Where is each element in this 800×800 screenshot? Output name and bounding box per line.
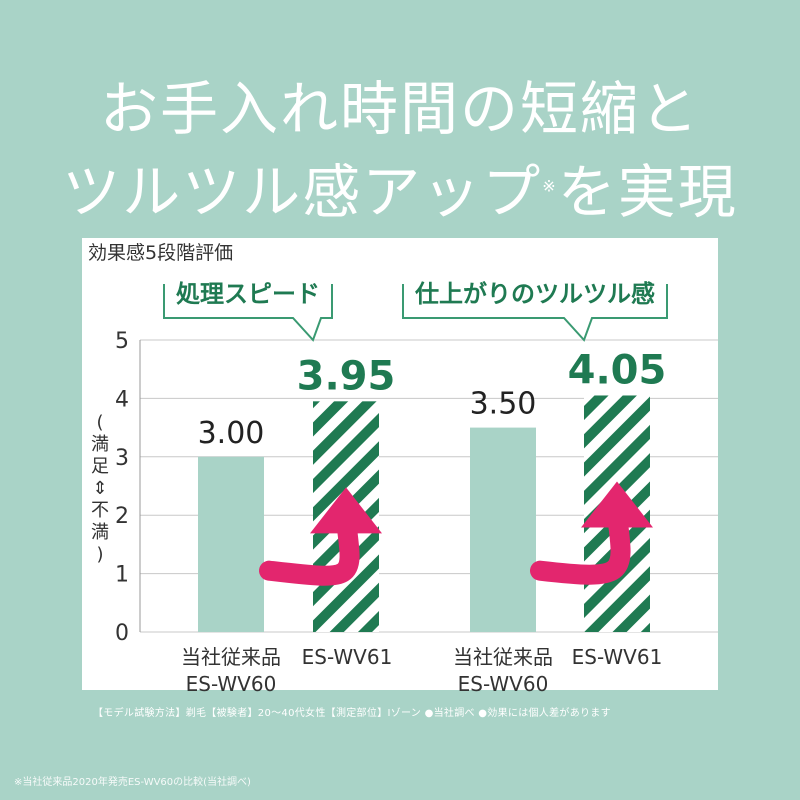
y-axis-label-char: 不	[91, 500, 109, 521]
improvement-arrow	[259, 511, 360, 586]
y-tick-label: 5	[115, 329, 129, 354]
category-label: ES-WV60	[458, 672, 549, 696]
category-label: ES-WV61	[572, 645, 663, 669]
y-axis-label-char: 満	[91, 522, 109, 543]
category-label: ES-WV61	[302, 645, 393, 669]
value-label-previous: 3.50	[470, 387, 537, 422]
chart-panel-caption: 効果感5段階評価	[88, 242, 234, 264]
y-axis-label-char: 足	[91, 456, 109, 477]
source-note: ※当社従来品2020年発売ES-WV60の比較(当社調べ)	[14, 777, 251, 788]
group-title: 処理スピード	[176, 280, 320, 308]
group-title: 仕上がりのツルツル感	[414, 280, 655, 308]
bar-previous-model	[470, 427, 536, 632]
headline-line-2-tail: を実現	[557, 158, 738, 226]
bar-previous-model	[198, 456, 264, 632]
y-tick-label: 2	[115, 504, 129, 529]
group-title-bracket	[163, 284, 333, 342]
improvement-arrow	[530, 505, 631, 585]
y-axis-label-char: ⇕	[92, 478, 107, 499]
value-label-new: 4.05	[568, 347, 667, 393]
y-axis-label-char: 満	[91, 434, 109, 455]
y-axis-label-char: )	[96, 544, 103, 565]
category-label: ES-WV60	[186, 672, 277, 696]
category-label: 当社従来品	[181, 645, 281, 669]
value-label-new: 3.95	[297, 353, 396, 399]
headline-footnote-mark: ※	[542, 176, 558, 196]
y-axis-label-char: (	[96, 412, 103, 433]
improvement-arrow-head	[310, 487, 382, 534]
value-label-previous: 3.00	[198, 416, 265, 451]
improvement-arrow-head	[581, 481, 653, 528]
footnote: 【モデル試験方法】剃毛【被験者】20〜40代女性【測定部位】Iゾーン ●当社調べ…	[93, 708, 611, 719]
headline-line-1: お手入れ時間の短縮と	[99, 75, 700, 143]
y-tick-label: 1	[115, 563, 129, 588]
category-label: 当社従来品	[453, 645, 553, 669]
y-tick-label: 4	[115, 387, 129, 412]
group-title-bracket	[402, 284, 668, 342]
headline-line-2: ツルツル感アップ※を実現	[0, 145, 800, 229]
y-tick-label: 0	[115, 621, 129, 646]
y-tick-label: 3	[115, 446, 129, 471]
headline-line-2-text: ツルツル感アップ	[62, 158, 543, 226]
